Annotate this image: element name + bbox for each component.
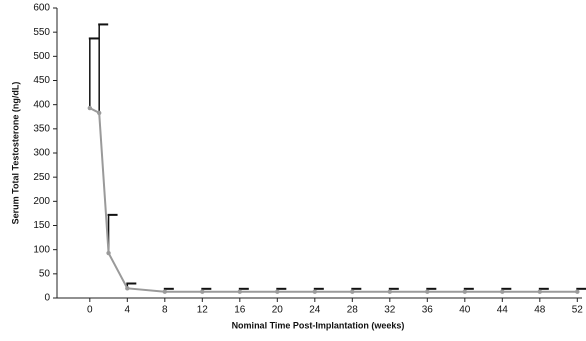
data-point xyxy=(462,289,468,294)
y-tick-label: 500 xyxy=(33,51,50,62)
data-point xyxy=(237,289,243,294)
data-line xyxy=(89,107,578,293)
data-point xyxy=(350,289,355,294)
x-tick-label: 52 xyxy=(572,305,584,316)
x-tick-label: 40 xyxy=(459,305,471,316)
y-tick-label: 400 xyxy=(33,99,50,110)
data-point xyxy=(425,289,430,294)
y-tick-label: 250 xyxy=(33,172,50,183)
x-tick-label: 20 xyxy=(272,305,284,316)
y-axis-label: Serum Total Testosterone (ng/dL) xyxy=(10,82,20,225)
data-point xyxy=(125,286,130,291)
x-tick-label: 36 xyxy=(422,305,434,316)
data-point xyxy=(387,289,393,294)
x-tick-label: 24 xyxy=(309,305,321,316)
x-tick-label: 48 xyxy=(534,305,546,316)
data-point xyxy=(275,289,280,294)
y-tick-label: 550 xyxy=(33,27,50,38)
y-tick-label: 200 xyxy=(33,196,50,207)
x-axis-label: Nominal Time Post-Implantation (weeks) xyxy=(232,320,405,330)
data-point xyxy=(200,289,205,294)
x-tick-label: 44 xyxy=(497,305,509,316)
x-tick-label: 0 xyxy=(87,305,93,316)
data-point xyxy=(106,250,111,256)
y-tick-label: 450 xyxy=(33,75,50,86)
data-point xyxy=(87,105,93,111)
x-tick-label: 4 xyxy=(125,305,131,316)
x-tick-label: 32 xyxy=(384,305,396,316)
y-tick-label: 300 xyxy=(33,148,50,159)
data-point xyxy=(500,289,505,294)
data-point xyxy=(162,289,168,294)
x-tick-label: 12 xyxy=(197,305,209,316)
data-point xyxy=(312,289,318,294)
y-tick-label: 350 xyxy=(33,123,50,134)
y-tick-label: 0 xyxy=(44,293,50,304)
y-tick-label: 100 xyxy=(33,244,50,255)
x-tick-label: 8 xyxy=(162,305,168,316)
data-point xyxy=(96,110,102,116)
data-point xyxy=(537,289,543,294)
y-tick-label: 600 xyxy=(33,3,50,14)
x-tick-label: 16 xyxy=(234,305,246,316)
data-point xyxy=(575,289,580,294)
y-tick-label: 150 xyxy=(33,220,50,231)
x-tick-label: 28 xyxy=(347,305,359,316)
y-tick-label: 50 xyxy=(39,268,51,279)
